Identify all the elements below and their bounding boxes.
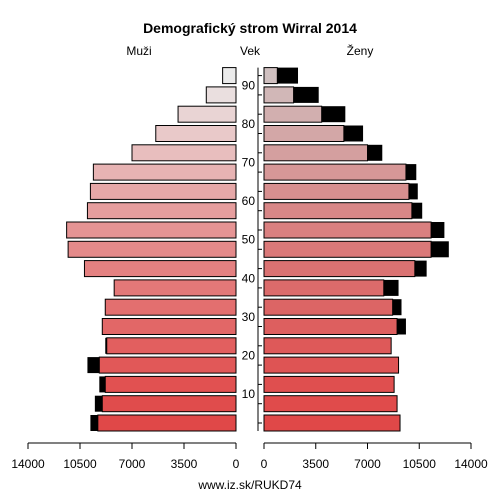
female-excess-55-59 (411, 202, 423, 219)
female-bar-40-44 (263, 260, 416, 278)
female-bar-85-89 (263, 86, 295, 104)
age-tick-label: 20 (242, 348, 256, 362)
female-excess-50-54 (431, 222, 445, 238)
axes-group: 10 20 30 40 50 60 70 80 90 14000 10500 7000 3500 0 0 35… (11, 67, 488, 471)
male-bar-80-84 (177, 105, 237, 123)
female-bar-10-14 (263, 375, 395, 393)
age-tick-label: 80 (242, 117, 256, 131)
female-excess-40-44 (414, 260, 427, 277)
male-x-tick-label: 7000 (119, 457, 146, 471)
male-bar-50-54 (66, 221, 237, 239)
age-tick-label: 60 (242, 194, 256, 208)
male-bar-20-24 (106, 337, 237, 355)
female-bar-90+ (263, 67, 278, 85)
male-excess-5-9 (94, 395, 103, 412)
female-bar-70-74 (263, 144, 368, 162)
male-bar-35-39 (113, 279, 237, 297)
male-bar-90+ (222, 67, 237, 85)
females-label: Ženy (347, 43, 374, 58)
female-excess-35-39 (383, 279, 399, 296)
female-x-tick-label: 14000 (454, 457, 488, 471)
male-x-tick-label: 10500 (63, 457, 97, 471)
male-bar-85-89 (205, 86, 237, 104)
male-bar-60-64 (89, 182, 237, 200)
female-excess-45-49 (431, 241, 449, 258)
male-excess-0-4 (90, 415, 98, 431)
age-tick-label: 30 (242, 310, 256, 324)
male-bar-10-14 (104, 375, 237, 393)
male-x-tick-label: 14000 (11, 457, 45, 471)
female-excess-65-69 (405, 164, 417, 181)
female-excess-75-79 (343, 125, 364, 142)
chart-title: Demografický strom Wirral 2014 (143, 20, 357, 36)
female-excess-90+ (277, 67, 299, 84)
male-bar-25-29 (101, 318, 237, 335)
age-tick-label: 10 (242, 387, 256, 401)
female-bar-35-39 (263, 279, 385, 297)
female-excess-80-84 (321, 106, 346, 123)
female-bar-80-84 (263, 105, 323, 123)
bars-group (66, 67, 449, 432)
male-bar-30-34 (104, 298, 237, 316)
male-bar-15-19 (98, 356, 237, 374)
female-bar-45-49 (263, 240, 432, 258)
female-bar-60-64 (263, 182, 410, 200)
female-bar-55-59 (263, 202, 413, 220)
male-excess-15-19 (87, 357, 100, 374)
female-excess-60-64 (408, 183, 418, 200)
male-bar-40-44 (83, 260, 237, 278)
female-bar-75-79 (263, 125, 345, 142)
female-x-tick-label: 10500 (403, 457, 437, 471)
male-bar-65-69 (92, 163, 237, 181)
age-label: Vek (240, 44, 261, 58)
female-bar-25-29 (263, 318, 398, 335)
age-tick-label: 40 (242, 271, 256, 285)
female-bar-5-9 (263, 395, 398, 413)
female-excess-85-89 (293, 86, 319, 103)
male-bar-70-74 (131, 144, 237, 162)
female-bar-15-19 (263, 356, 400, 374)
female-bar-30-34 (263, 298, 394, 316)
female-bar-20-24 (263, 337, 392, 355)
age-tick-label: 50 (242, 233, 256, 247)
male-bar-55-59 (86, 202, 237, 220)
age-tick-label: 70 (242, 155, 256, 169)
female-bar-50-54 (263, 221, 432, 239)
female-x-tick-label: 7000 (354, 457, 381, 471)
male-excess-20-24 (105, 337, 107, 354)
male-excess-10-14 (99, 376, 106, 393)
male-bar-0-4 (97, 414, 237, 432)
female-excess-30-34 (392, 299, 402, 316)
male-bar-5-9 (101, 395, 237, 413)
female-excess-25-29 (397, 318, 406, 335)
female-x-tick-label: 0 (261, 457, 268, 471)
female-bar-65-69 (263, 163, 407, 181)
source-footer[interactable]: www.iz.sk/RUKD74 (197, 478, 302, 492)
female-excess-70-74 (367, 144, 383, 161)
male-x-tick-label: 0 (233, 457, 240, 471)
age-tick-label: 90 (242, 78, 256, 92)
male-bar-45-49 (67, 240, 237, 258)
male-bar-75-79 (155, 125, 237, 142)
female-bar-0-4 (263, 414, 401, 432)
males-label: Muži (126, 44, 151, 58)
male-x-tick-label: 3500 (171, 457, 198, 471)
female-x-tick-label: 3500 (302, 457, 329, 471)
